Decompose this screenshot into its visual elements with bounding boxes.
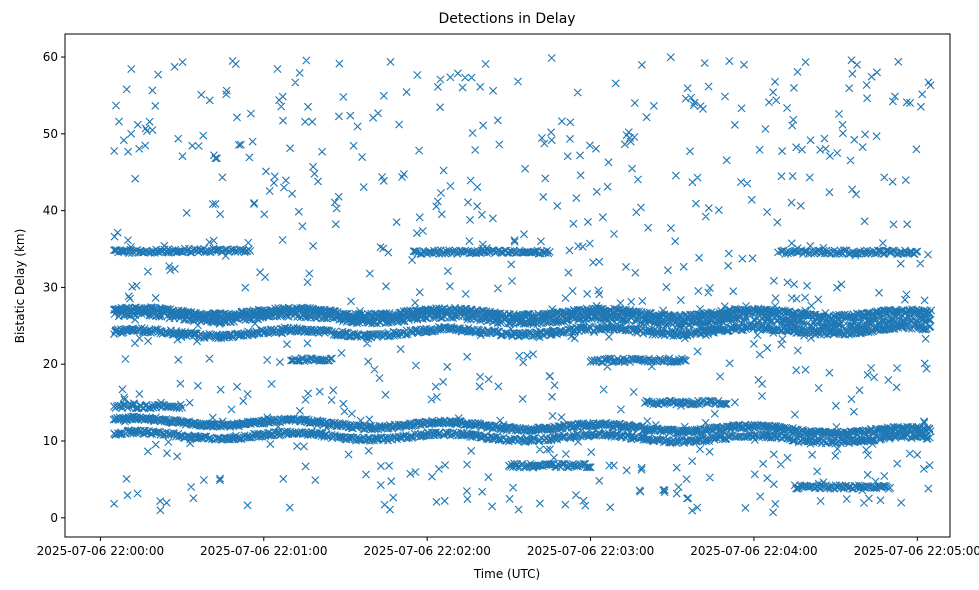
x-tick-label: 2025-07-06 22:00:00 [37,544,164,558]
x-axis: 2025-07-06 22:00:00 2025-07-06 22:01:00 20… [37,537,979,558]
y-tick-label: 50 [43,127,58,141]
x-tick-label: 2025-07-06 22:01:00 [200,544,327,558]
plot-area [109,53,936,517]
x-tick-label: 2025-07-06 22:05:00 [854,544,979,558]
x-tick-label: 2025-07-06 22:04:00 [690,544,817,558]
y-tick-label: 40 [43,204,58,218]
x-axis-label: Time (UTC) [473,567,540,581]
y-tick-label: 10 [43,434,58,448]
x-tick-label: 2025-07-06 22:03:00 [527,544,654,558]
y-axis: 0 10 20 30 40 50 60 [43,50,65,525]
y-axis-label: Bistatic Delay (km) [13,229,27,344]
y-tick-label: 20 [43,357,58,371]
x-tick-label: 2025-07-06 22:02:00 [363,544,490,558]
y-tick-label: 0 [50,511,58,525]
scatter-markers [109,53,936,517]
plot-frame [64,33,951,538]
y-tick-label: 30 [43,280,58,294]
y-tick-label: 60 [43,50,58,64]
chart-title: Detections in Delay [438,11,575,27]
